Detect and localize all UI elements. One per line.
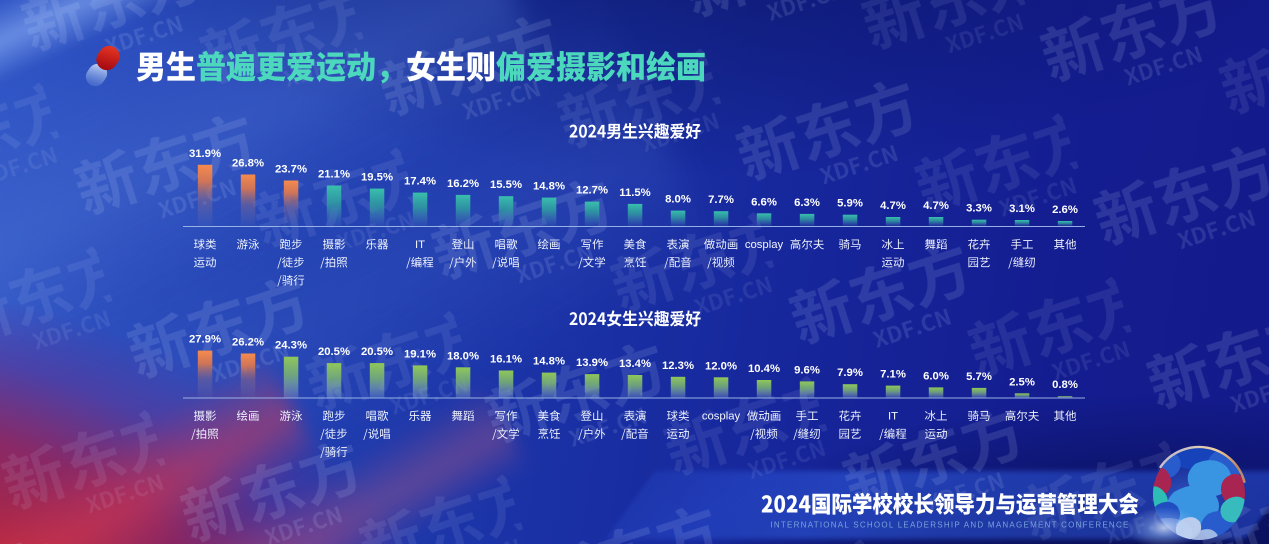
- svg-text:IT: IT: [888, 411, 898, 423]
- svg-text:3.1%: 3.1%: [1009, 203, 1035, 215]
- svg-text:cosplay: cosplay: [702, 411, 741, 423]
- svg-text:6.6%: 6.6%: [751, 196, 777, 208]
- svg-text:7.1%: 7.1%: [880, 369, 906, 381]
- svg-text:INTERNATIONAL SCHOOL LEADERSHI: INTERNATIONAL SCHOOL LEADERSHIP AND MANA…: [770, 521, 1129, 530]
- svg-text:5.9%: 5.9%: [837, 198, 863, 210]
- svg-text:19.1%: 19.1%: [404, 348, 436, 360]
- svg-text:27.9%: 27.9%: [189, 334, 221, 346]
- svg-text:13.9%: 13.9%: [576, 357, 608, 369]
- svg-text:13.4%: 13.4%: [619, 358, 651, 370]
- svg-text:9.6%: 9.6%: [794, 364, 820, 376]
- svg-text:14.8%: 14.8%: [533, 181, 565, 193]
- svg-text:12.7%: 12.7%: [576, 185, 608, 197]
- svg-text:2.6%: 2.6%: [1052, 204, 1078, 216]
- svg-text:17.4%: 17.4%: [404, 176, 436, 188]
- svg-text:23.7%: 23.7%: [275, 164, 307, 176]
- svg-text:6.0%: 6.0%: [923, 370, 949, 382]
- svg-text:7.7%: 7.7%: [708, 194, 734, 206]
- svg-text:21.1%: 21.1%: [318, 169, 350, 181]
- svg-text:11.5%: 11.5%: [619, 187, 650, 199]
- svg-text:7.9%: 7.9%: [837, 367, 863, 379]
- svg-text:2.5%: 2.5%: [1009, 376, 1035, 388]
- svg-text:cosplay: cosplay: [745, 239, 784, 251]
- svg-text:24.3%: 24.3%: [275, 340, 307, 352]
- svg-text:12.3%: 12.3%: [662, 360, 694, 372]
- svg-text:12.0%: 12.0%: [705, 360, 737, 372]
- svg-text:16.2%: 16.2%: [447, 178, 479, 190]
- svg-text:6.3%: 6.3%: [794, 197, 820, 209]
- svg-text:0.8%: 0.8%: [1052, 379, 1078, 391]
- svg-text:15.5%: 15.5%: [490, 179, 522, 191]
- svg-text:10.4%: 10.4%: [748, 363, 780, 375]
- svg-text:31.9%: 31.9%: [189, 148, 221, 160]
- svg-text:14.8%: 14.8%: [533, 356, 565, 368]
- svg-text:4.7%: 4.7%: [923, 200, 949, 212]
- svg-text:20.5%: 20.5%: [361, 346, 393, 358]
- svg-text:26.8%: 26.8%: [232, 158, 264, 170]
- svg-text:20.5%: 20.5%: [318, 346, 350, 358]
- svg-text:3.3%: 3.3%: [966, 203, 992, 215]
- svg-text:26.2%: 26.2%: [232, 337, 264, 349]
- svg-text:19.5%: 19.5%: [361, 172, 393, 184]
- svg-text:4.7%: 4.7%: [880, 200, 906, 212]
- svg-text:IT: IT: [415, 239, 425, 251]
- svg-text:18.0%: 18.0%: [447, 350, 479, 362]
- svg-text:16.1%: 16.1%: [490, 354, 522, 366]
- svg-text:5.7%: 5.7%: [966, 371, 992, 383]
- svg-text:8.0%: 8.0%: [665, 194, 691, 206]
